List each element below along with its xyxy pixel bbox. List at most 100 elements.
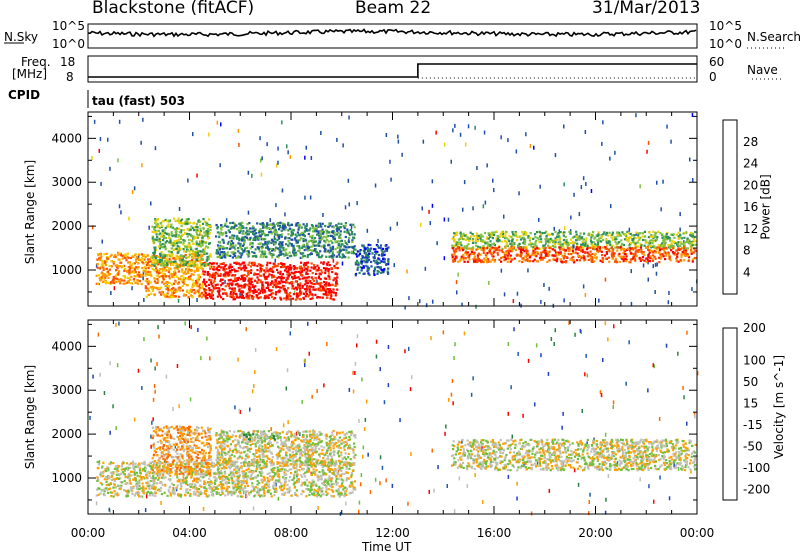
power-band-cell bbox=[219, 246, 222, 249]
power-band-cell bbox=[476, 240, 479, 243]
power-band-cell bbox=[551, 241, 555, 244]
power-band-cell bbox=[115, 274, 118, 277]
power-band-cell bbox=[141, 266, 144, 270]
power-band-cell bbox=[123, 269, 126, 272]
power-band-cell bbox=[205, 259, 208, 262]
power-band-cell bbox=[157, 255, 160, 258]
power-band-cell bbox=[190, 269, 193, 272]
power-band-cell bbox=[239, 266, 242, 269]
power-band-cell bbox=[213, 274, 217, 277]
power-band-cell bbox=[241, 221, 244, 224]
power-band-cell bbox=[332, 236, 335, 239]
power-band-cell bbox=[590, 240, 593, 243]
velocity-noise-dot bbox=[379, 367, 381, 372]
velocity-band-cell bbox=[294, 491, 297, 495]
power-band-cell bbox=[462, 256, 465, 260]
power-noise-dot bbox=[350, 225, 353, 229]
power-band-cell bbox=[234, 244, 237, 247]
power-band-cell bbox=[266, 223, 269, 226]
power-band-cell bbox=[162, 263, 165, 266]
power-band-cell bbox=[524, 233, 527, 236]
power-band-cell bbox=[374, 248, 377, 251]
power-band-cell bbox=[611, 248, 615, 251]
power-noise-dot bbox=[275, 163, 278, 168]
power-band-cell bbox=[614, 257, 617, 260]
power-band-cell bbox=[593, 256, 596, 259]
power-band-cell bbox=[259, 263, 262, 266]
velocity-noise-dot bbox=[362, 454, 364, 459]
power-band-cell bbox=[474, 241, 477, 244]
power-band-cell bbox=[168, 236, 171, 239]
power-band-cell bbox=[625, 236, 628, 239]
power-band-cell bbox=[185, 290, 189, 293]
power-band-cell bbox=[177, 277, 181, 281]
power-band-cell bbox=[625, 258, 628, 261]
power-band-cell bbox=[519, 249, 523, 252]
power-band-cell bbox=[469, 231, 472, 234]
power-band-cell bbox=[267, 223, 271, 226]
power-band-cell bbox=[504, 240, 507, 243]
power-band-cell bbox=[504, 258, 508, 261]
power-band-cell bbox=[171, 226, 175, 229]
power-band-cell bbox=[272, 240, 275, 243]
power-band-cell bbox=[154, 265, 157, 268]
power-band-cell bbox=[293, 271, 296, 274]
power-noise-dot bbox=[110, 291, 112, 295]
power-band-cell bbox=[526, 259, 529, 263]
power-band-cell bbox=[367, 248, 370, 251]
velocity-noise-dot bbox=[365, 399, 368, 404]
velocity-noise-dot bbox=[458, 476, 461, 481]
power-band-cell bbox=[286, 276, 289, 279]
power-band-cell bbox=[566, 247, 569, 250]
power-band-cell bbox=[190, 260, 193, 263]
power-band-cell bbox=[364, 247, 367, 250]
power-band-cell bbox=[277, 285, 280, 288]
power-band-cell bbox=[265, 267, 268, 270]
power-band-cell bbox=[687, 256, 691, 259]
power-band-cell bbox=[271, 295, 274, 298]
power-band-cell bbox=[197, 290, 200, 293]
power-noise-dot bbox=[443, 217, 446, 222]
power-band-cell bbox=[281, 273, 285, 276]
power-band-cell bbox=[332, 298, 335, 301]
power-band-cell bbox=[694, 256, 697, 260]
power-band-cell bbox=[319, 278, 322, 281]
power-band-cell bbox=[354, 248, 357, 251]
power-band-cell bbox=[562, 238, 566, 242]
power-band-cell bbox=[147, 287, 150, 290]
power-band-cell bbox=[317, 242, 320, 245]
power-band-cell bbox=[363, 256, 366, 259]
power-band-cell bbox=[640, 248, 643, 251]
power-band-cell bbox=[481, 235, 484, 238]
velocity-noise-dot bbox=[304, 363, 306, 368]
power-band-cell bbox=[207, 218, 211, 221]
power-band-cell bbox=[544, 254, 547, 257]
power-band-cell bbox=[621, 247, 624, 250]
power-band-cell bbox=[253, 272, 256, 275]
power-band-cell bbox=[191, 253, 194, 256]
power-band-cell bbox=[310, 266, 313, 269]
power-noise-dot bbox=[647, 140, 650, 145]
power-band-cell bbox=[294, 251, 297, 254]
power-band-cell bbox=[314, 227, 317, 230]
power-band-cell bbox=[99, 267, 102, 270]
power-band-cell bbox=[633, 236, 636, 239]
power-band-cell bbox=[536, 252, 539, 255]
power-band-cell bbox=[243, 241, 246, 244]
power-band-cell bbox=[379, 246, 382, 250]
power-band-cell bbox=[171, 292, 174, 295]
power-band-cell bbox=[596, 239, 599, 242]
power-noise-dot bbox=[503, 292, 506, 297]
power-band-cell bbox=[583, 232, 586, 235]
power-band-cell bbox=[183, 282, 186, 285]
power-noise-dot bbox=[289, 155, 291, 159]
power-band-cell bbox=[203, 264, 206, 267]
power-band-cell bbox=[306, 272, 309, 276]
velocity-band-cell bbox=[337, 473, 340, 476]
power-band-cell bbox=[191, 285, 194, 288]
power-band-cell bbox=[291, 297, 294, 300]
power-band-cell bbox=[146, 273, 149, 276]
velocity-noise-dot bbox=[354, 361, 357, 366]
velocity-noise-dot bbox=[385, 478, 387, 483]
power-noise-dot bbox=[692, 178, 694, 182]
